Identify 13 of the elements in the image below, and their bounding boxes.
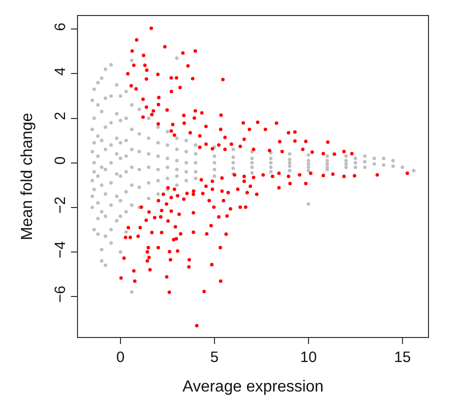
y-tick-label: 2 [52,112,69,120]
y-tick-label: 6 [52,22,69,32]
x-tick-label: 10 [300,349,317,366]
x-tick-label: 15 [394,349,411,366]
x-tick-label: 0 [116,349,125,366]
x-tick-label: 5 [210,349,219,366]
y-tick-label: 0 [52,156,69,165]
y-tick-label: 4 [52,67,69,76]
y-axis-title: Mean fold change [18,112,36,240]
y-tick-label: −6 [52,286,69,303]
y-tick-label: −2 [52,196,69,214]
y-tick-label: −4 [52,241,69,258]
x-axis-title: Average expression [182,378,324,396]
